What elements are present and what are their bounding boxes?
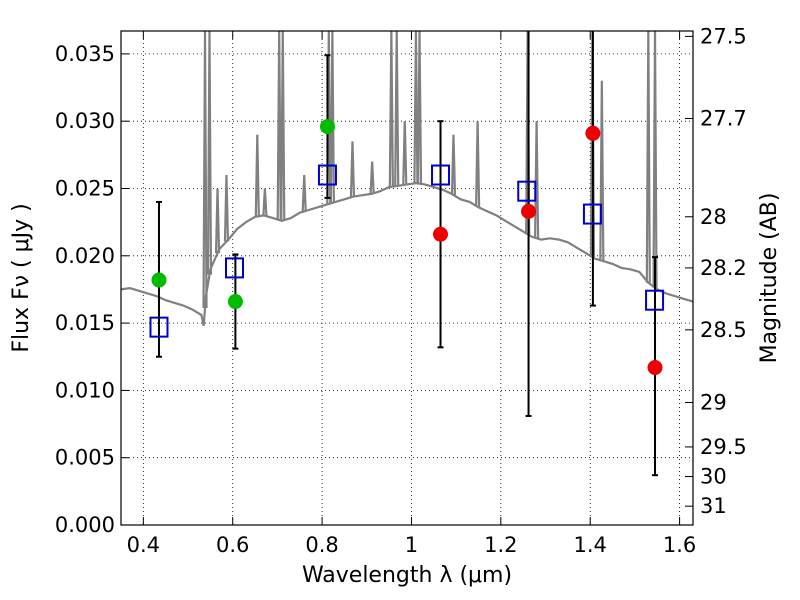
emission-line [413,31,419,184]
model-spectrum [121,31,693,327]
emission-line [280,31,286,221]
x-tick-label: 0.8 [305,533,338,557]
green-circle-marker [319,119,335,135]
y-tick-label: 0.025 [55,176,115,200]
emission-line [450,134,457,195]
red-circle-marker [647,360,663,376]
red-circle-marker [521,203,537,219]
red-circle-marker [585,125,601,141]
y-tick-label: 0.020 [55,244,115,268]
blue-square-marker [517,180,537,202]
emission-line [533,121,540,239]
green-circle-marker [227,294,243,310]
emission-line [475,121,481,207]
emission-line [599,80,605,261]
green-circle-marker [151,272,167,288]
emission-line [645,31,651,283]
error-bars [155,31,659,477]
emission-line [262,188,268,216]
emission-line [349,141,356,197]
right-tick-label: 27.5 [700,24,747,48]
right-tick-label: 30 [700,465,727,489]
emission-line [301,174,307,212]
data-markers [149,119,665,376]
emission-line [652,31,658,288]
x-axis-label: Wavelength λ (μm) [302,563,512,588]
right-tick-label: 29.5 [700,435,747,459]
emission-line [388,31,394,187]
blue-square-marker [225,257,245,279]
x-tick-label: 0.6 [216,533,249,557]
right-axis-label: Magnitude (AB) [757,193,782,364]
blue-square-marker [645,289,665,311]
x-tick-label: 1.4 [574,533,607,557]
red-circle-marker [433,226,449,242]
blue-square-marker [317,164,337,186]
emission-line [223,175,230,242]
right-tick-label: 28 [700,205,727,229]
emission-line [394,31,400,187]
y-tick-label: 0.010 [55,378,115,402]
plot-frame [120,30,694,526]
right-tick-label: 29 [700,391,727,415]
y-tick-label: 0.005 [55,446,115,470]
y-tick-label: 0.035 [55,42,115,66]
axis-ticks: 0.4 0.6 0.8 1 1.2 1.4 1.6 0.000 0.005 0.010 0.015 0… [55,24,747,557]
emission-line [202,31,208,309]
blue-square-marker [582,203,602,225]
right-tick-label: 27.7 [700,106,747,130]
y-axis-label: Flux Fν ( μJy ) [9,203,34,352]
y-tick-label: 0.000 [55,513,115,537]
x-tick-label: 0.4 [127,533,160,557]
emission-line [416,31,423,184]
blue-square-marker [149,316,169,338]
y-tick-label: 0.015 [55,311,115,335]
x-tick-label: 1 [405,533,418,557]
blue-square-marker [431,164,451,186]
emission-line [329,31,335,203]
emission-line [369,161,375,194]
x-tick-label: 1.2 [484,533,517,557]
emission-line [214,188,221,254]
right-tick-label: 28.2 [700,256,747,280]
right-tick-label: 31 [700,494,727,518]
emission-line [206,31,213,275]
right-tick-label: 28.5 [700,318,747,342]
x-tick-label: 1.6 [663,533,696,557]
emission-line [276,31,282,220]
emission-line [254,134,260,217]
y-tick-label: 0.030 [55,109,115,133]
emission-line [402,121,408,185]
